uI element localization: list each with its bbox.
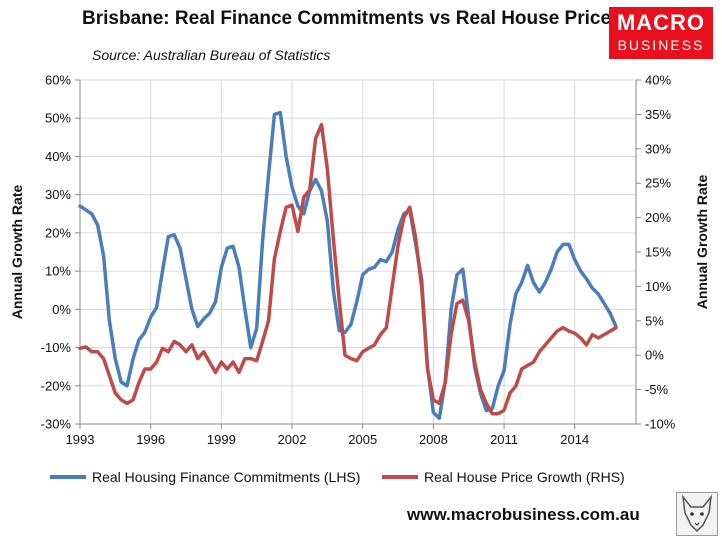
right-axis-title: Annual Growth Rate xyxy=(694,175,710,310)
left-axis-tick-label: 60% xyxy=(45,73,71,88)
x-axis-tick-label: 1993 xyxy=(66,432,95,447)
left-axis-tick-label: -10% xyxy=(41,340,72,355)
right-axis-tick-label: -10% xyxy=(645,417,676,432)
right-axis-tick-label: 25% xyxy=(645,176,671,191)
legend-item-finance: Real Housing Finance Commitments (LHS) xyxy=(50,469,360,485)
legend-item-house-price: Real House Price Growth (RHS) xyxy=(382,469,625,485)
chart-title: Brisbane: Real Finance Commitments vs Re… xyxy=(82,8,622,29)
logo-line-1: MACRO xyxy=(616,10,706,35)
x-axis-tick-label: 1999 xyxy=(207,432,236,447)
series-line-house-price-growth xyxy=(78,122,618,416)
legend-label-finance: Real Housing Finance Commitments (LHS) xyxy=(92,469,361,485)
legend-swatch-house-price xyxy=(382,475,418,479)
chart-subtitle: Source: Australian Bureau of Statistics xyxy=(92,47,331,63)
x-axis-tick-label: 2005 xyxy=(348,432,377,447)
macrobusiness-logo: MACRO BUSINESS xyxy=(609,7,713,59)
x-axis-tick-label: 2002 xyxy=(278,432,307,447)
x-axis-tick-label: 2011 xyxy=(490,432,518,447)
series-line-finance-commitments xyxy=(78,110,618,421)
left-axis-tick-label: 20% xyxy=(45,225,71,240)
left-axis-tick-label: -30% xyxy=(41,417,72,432)
right-axis-tick-label: -5% xyxy=(645,382,669,397)
fox-mascot-icon xyxy=(676,492,718,536)
right-axis-tick-label: 40% xyxy=(645,73,671,88)
legend-label-house-price: Real House Price Growth (RHS) xyxy=(424,469,625,485)
right-axis-tick-label: 10% xyxy=(645,279,671,294)
left-axis-tick-label: 10% xyxy=(45,264,71,279)
left-axis-title: Annual Growth Rate xyxy=(9,185,25,320)
left-axis-tick-label: 40% xyxy=(45,149,71,164)
right-axis-tick-label: 20% xyxy=(645,210,671,225)
left-axis-tick-label: 30% xyxy=(45,187,71,202)
x-axis-tick-label: 2014 xyxy=(560,432,589,447)
left-axis-tick-label: -20% xyxy=(41,378,72,393)
right-axis-tick-label: 5% xyxy=(645,313,664,328)
x-axis-tick-label: 2008 xyxy=(419,432,448,447)
right-axis-tick-label: 30% xyxy=(645,141,671,156)
left-axis-tick-label: 0% xyxy=(52,302,71,317)
right-axis-tick-label: 15% xyxy=(645,245,671,260)
right-axis-tick-label: 35% xyxy=(645,107,671,122)
right-axis-tick-label: 0% xyxy=(645,348,664,363)
website-url: www.macrobusiness.com.au xyxy=(407,505,640,524)
x-axis-tick-label: 1996 xyxy=(136,432,165,447)
left-axis-tick-label: 50% xyxy=(45,111,71,126)
logo-line-2: BUSINESS xyxy=(617,37,705,53)
legend-swatch-finance xyxy=(50,475,86,479)
